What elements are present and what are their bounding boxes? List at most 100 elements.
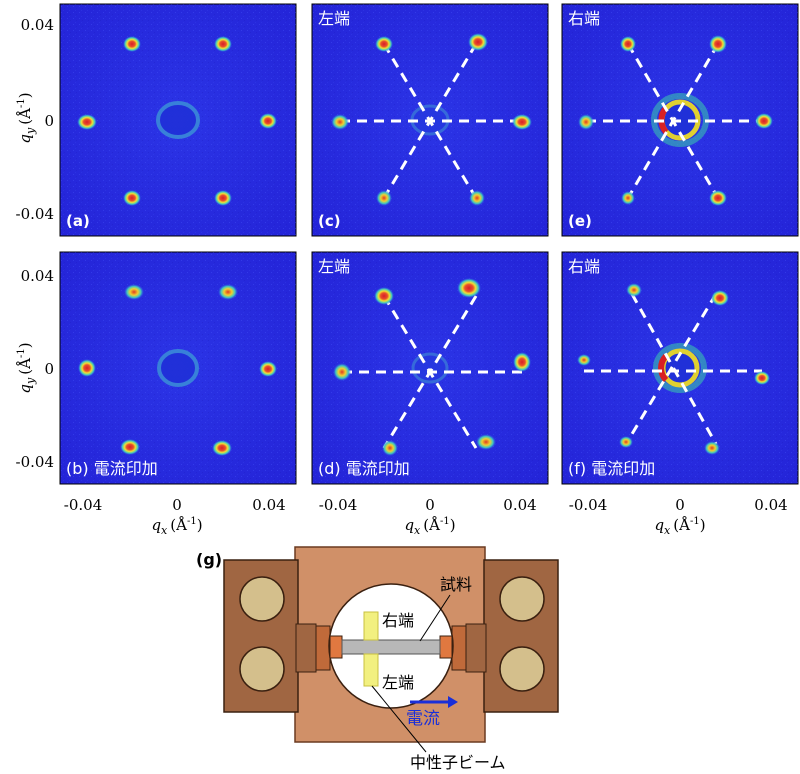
hexagon-guide-lines xyxy=(340,43,522,199)
sample-label: 試料 xyxy=(440,575,472,594)
neutron-beam-left-end xyxy=(363,653,379,687)
ytick-top-2: -0.04 xyxy=(16,205,54,223)
bragg-spot xyxy=(124,284,144,300)
bragg-spot xyxy=(120,439,140,455)
bragg-spot xyxy=(513,352,531,372)
xtick-col3-0: -0.04 xyxy=(569,496,607,514)
bragg-spot xyxy=(374,287,394,305)
bragg-spot xyxy=(754,371,770,385)
bragg-spot xyxy=(711,290,729,306)
bragg-spot xyxy=(709,35,727,53)
xtick-col3-1: 0 xyxy=(675,496,685,514)
bragg-spot xyxy=(620,36,636,52)
xtick-col2-2: 0.04 xyxy=(503,496,536,514)
bragg-spot xyxy=(469,190,485,206)
panel-label: (f) 電流印加 xyxy=(568,459,655,478)
bragg-spot xyxy=(578,114,594,130)
screw-icon xyxy=(499,576,545,622)
bragg-spot xyxy=(214,36,232,52)
bragg-spot xyxy=(212,440,232,456)
bragg-spot xyxy=(468,33,488,51)
panel-label: (c) xyxy=(318,212,341,230)
neutron-beam-right-end xyxy=(363,611,379,641)
panel-b: (b) 電流印加 xyxy=(59,251,297,485)
current-label: 電流 xyxy=(406,709,440,729)
beam-stop-ring xyxy=(411,352,449,384)
bragg-spot xyxy=(77,114,97,130)
panel-label: (e) xyxy=(568,212,592,230)
hexagon-guide-lines xyxy=(584,293,762,445)
panel-title: 右端 xyxy=(568,257,600,276)
x-axis-label-col1: qx (Å-1) xyxy=(151,516,202,537)
diagram-label: (g) xyxy=(196,550,222,569)
sample-bar xyxy=(341,639,441,655)
bragg-spot xyxy=(709,190,727,206)
xtick-col1-1: 0 xyxy=(172,496,182,514)
panel-a: (a) xyxy=(59,3,297,237)
hexagon-guide-lines xyxy=(586,43,764,199)
right-clamp xyxy=(451,559,559,713)
hexagon-guide-lines xyxy=(342,295,522,449)
beam-stop-ring xyxy=(653,343,707,393)
panel-d: 左端 (d) 電流印加 xyxy=(311,251,549,485)
sample-holder-diagram: (g) 右端 左端 xyxy=(196,546,559,772)
x-axis-label-col2: qx (Å-1) xyxy=(404,516,455,537)
current-arrow-icon xyxy=(410,696,458,708)
y-axis-label-top: qy(Å-1) xyxy=(16,92,37,143)
panel-f: 右端 (f) 電流印加 xyxy=(561,251,799,485)
panel-label: (d) 電流印加 xyxy=(318,459,410,478)
xtick-col2-0: -0.04 xyxy=(319,496,357,514)
panel-title: 左端 xyxy=(318,9,350,28)
ytick-bottom-1: 0 xyxy=(44,360,54,378)
svg-text:qy(Å-1): qy(Å-1) xyxy=(16,342,37,393)
ytick-top-1: 0 xyxy=(44,112,54,130)
bragg-spot xyxy=(626,283,642,297)
bragg-spot xyxy=(214,190,232,206)
bragg-spot xyxy=(123,36,141,52)
screw-icon xyxy=(239,646,285,692)
left-clamp xyxy=(223,559,331,713)
xtick-col1-2: 0.04 xyxy=(252,496,285,514)
panel-c: 左端 (c) xyxy=(311,3,549,237)
panel-title: 右端 xyxy=(568,9,600,28)
screw-icon xyxy=(239,576,285,622)
bragg-spot xyxy=(457,278,481,298)
ytick-bottom-0: 0.04 xyxy=(21,267,54,285)
bragg-spot xyxy=(512,114,532,130)
bragg-spot xyxy=(476,434,496,450)
bragg-spot xyxy=(577,354,591,366)
panel-e: 右端 (e) xyxy=(561,3,799,237)
bragg-spot xyxy=(376,190,392,206)
bragg-spot xyxy=(259,361,277,377)
panel-label: (a) xyxy=(66,212,90,230)
y-axis-label-bottom: qy(Å-1) xyxy=(16,342,37,393)
xtick-col2-1: 0 xyxy=(425,496,435,514)
bragg-spot xyxy=(123,190,141,206)
bragg-spot xyxy=(331,114,349,130)
xtick-col1-0: -0.04 xyxy=(64,496,102,514)
xtick-col3-2: 0.04 xyxy=(754,496,787,514)
neutron-beam-label: 中性子ビーム xyxy=(410,753,506,772)
bragg-spot xyxy=(704,441,720,455)
right-end-label: 右端 xyxy=(382,611,414,630)
bragg-spot xyxy=(619,436,633,448)
left-end-label: 左端 xyxy=(382,673,414,692)
panel-label: (b) 電流印加 xyxy=(66,459,158,478)
bragg-spot xyxy=(259,113,277,129)
panel-title: 左端 xyxy=(318,257,350,276)
bragg-spot xyxy=(333,363,351,381)
beam-stop-ring xyxy=(157,349,199,387)
bragg-spot xyxy=(382,440,398,456)
bragg-spot xyxy=(375,36,393,52)
screw-icon xyxy=(499,646,545,692)
bragg-spot xyxy=(755,113,773,129)
bragg-spot xyxy=(218,284,238,300)
svg-text:qy(Å-1): qy(Å-1) xyxy=(16,92,37,143)
ytick-top-0: 0.04 xyxy=(21,16,54,34)
beam-stop-ring xyxy=(156,101,200,139)
ytick-bottom-2: -0.04 xyxy=(16,453,54,471)
bragg-spot xyxy=(78,359,96,377)
bragg-spot xyxy=(621,191,635,205)
x-axis-label-col3: qx (Å-1) xyxy=(654,516,705,537)
